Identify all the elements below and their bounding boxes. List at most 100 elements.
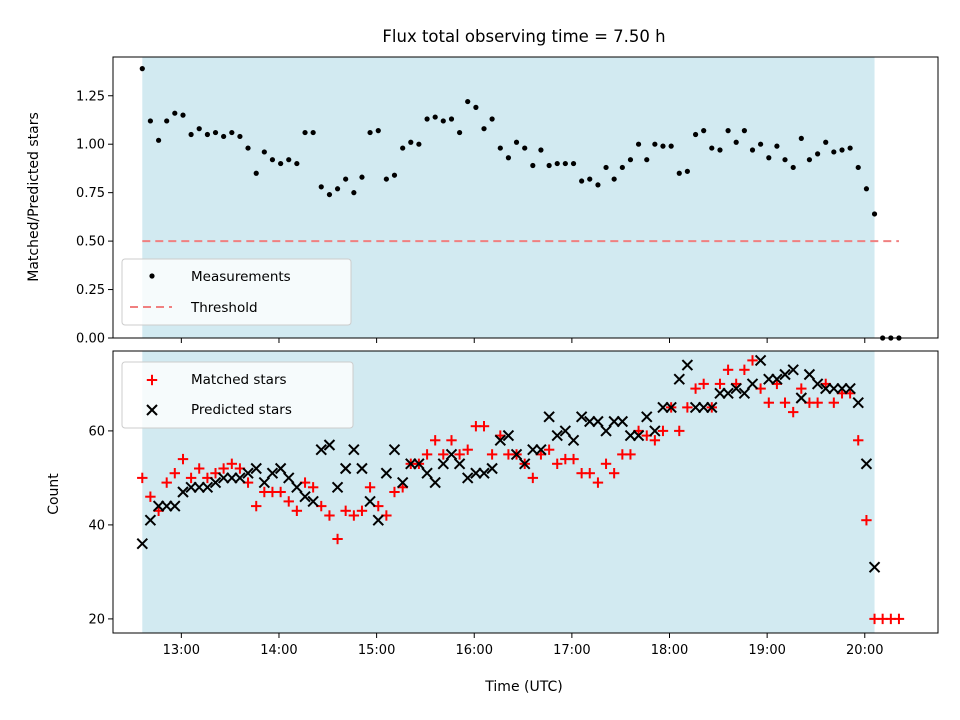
predicted-point-b xyxy=(299,490,311,503)
predicted-point-b xyxy=(502,429,515,442)
predicted-point-b xyxy=(405,458,417,470)
predicted-point-b xyxy=(193,481,205,494)
predicted-point-b xyxy=(681,359,694,371)
measurement-point xyxy=(660,143,666,149)
predicted-point-b xyxy=(746,378,759,390)
predicted-point-b xyxy=(722,387,734,400)
predicted-point-b xyxy=(860,458,873,470)
predicted-point-b xyxy=(844,382,856,395)
predicted-point-b xyxy=(689,401,702,414)
matched-point xyxy=(657,425,669,437)
predicted-point xyxy=(860,458,873,470)
measurement-point xyxy=(717,147,723,153)
predicted-point-b xyxy=(136,537,148,550)
predicted-point-b xyxy=(413,458,425,470)
measurement-point xyxy=(375,128,381,134)
legend-marker-matched xyxy=(146,374,158,386)
predicted-point xyxy=(689,401,702,414)
measurement-point xyxy=(302,129,308,136)
legend-marker-measurements xyxy=(149,273,155,279)
measurement-point xyxy=(204,131,211,138)
matched-point xyxy=(454,449,465,460)
predicted-point-b xyxy=(551,429,563,442)
predicted-point xyxy=(234,472,246,484)
predicted-point xyxy=(738,387,751,400)
predicted-point xyxy=(722,387,734,400)
predicted-point-b xyxy=(388,443,401,456)
matched-point xyxy=(194,463,205,474)
predicted-point-b xyxy=(828,382,840,395)
measurement-point xyxy=(172,110,178,116)
predicted-point xyxy=(494,434,507,447)
predicted-point-b xyxy=(315,443,327,456)
matched-point xyxy=(421,449,433,460)
predicted-point-b xyxy=(519,458,531,470)
matched-point xyxy=(674,425,685,437)
legend-label-measurements: Measurements xyxy=(191,269,291,285)
x-axis-label: Time (UTC) xyxy=(484,679,562,695)
measurement-point xyxy=(538,147,544,153)
predicted-point xyxy=(519,458,531,470)
measurement-point xyxy=(619,164,625,171)
predicted-point xyxy=(787,364,799,376)
predicted-point-b xyxy=(738,387,751,400)
predicted-point xyxy=(453,458,466,470)
counts-panel: 20 40 60 13:00 14:00 15:00 16:00 17:00 18:00 19:0… xyxy=(88,350,939,658)
measurement-point xyxy=(326,191,333,198)
matched-point xyxy=(690,383,701,394)
measurement-point xyxy=(416,141,422,147)
matched-point xyxy=(779,397,791,408)
measurement-point xyxy=(595,182,601,188)
x-tick-label: 16:00 xyxy=(456,643,493,658)
measurement-point xyxy=(383,176,389,182)
predicted-point xyxy=(209,476,222,489)
predicted-point xyxy=(152,500,165,512)
predicted-point-b xyxy=(470,467,482,479)
top-legend: Measurements Threshold xyxy=(121,258,352,326)
predicted-point xyxy=(836,382,848,395)
measurement-point xyxy=(562,160,568,167)
measurement-point xyxy=(587,176,593,182)
matched-point xyxy=(429,435,441,446)
predicted-point-b xyxy=(453,458,466,470)
predicted-point-b xyxy=(657,401,669,414)
predicted-point xyxy=(868,561,881,573)
predicted-point-b xyxy=(852,396,864,409)
predicted-point-b xyxy=(706,401,718,414)
predicted-point-b xyxy=(730,382,742,395)
predicted-point-b xyxy=(559,425,572,437)
predicted-point-b xyxy=(478,467,490,479)
measurement-point xyxy=(408,139,414,145)
predicted-point-b xyxy=(169,500,181,512)
measurement-point xyxy=(831,149,837,155)
predicted-point-b xyxy=(836,382,848,395)
predicted-point-b xyxy=(201,481,214,494)
measurement-point xyxy=(513,139,520,145)
predicted-point xyxy=(746,378,759,390)
legend-label-predicted: Predicted stars xyxy=(191,402,292,418)
predicted-point xyxy=(527,443,539,456)
measurement-point xyxy=(351,190,357,196)
predicted-point xyxy=(852,396,864,409)
predicted-point-b xyxy=(437,458,450,470)
x-tick-label: 18:00 xyxy=(651,643,688,658)
matched-point xyxy=(722,364,734,375)
x-tick-label: 13:00 xyxy=(163,643,200,658)
predicted-point xyxy=(356,462,368,475)
predicted-point xyxy=(478,467,490,479)
predicted-point-b xyxy=(445,448,458,461)
predicted-point xyxy=(299,490,311,503)
matched-point xyxy=(788,406,799,418)
matched-point xyxy=(698,378,709,390)
predicted-point xyxy=(844,382,856,395)
predicted-point-b xyxy=(291,481,303,494)
measurement-point xyxy=(221,133,227,140)
predicted-point-b xyxy=(461,472,474,484)
matched-point xyxy=(486,449,498,460)
matched-point xyxy=(893,613,905,625)
measurement-point xyxy=(473,104,479,110)
measurement-point xyxy=(269,157,276,163)
matched-point xyxy=(185,472,197,484)
measurement-point xyxy=(294,160,300,167)
measurement-point xyxy=(839,147,845,153)
